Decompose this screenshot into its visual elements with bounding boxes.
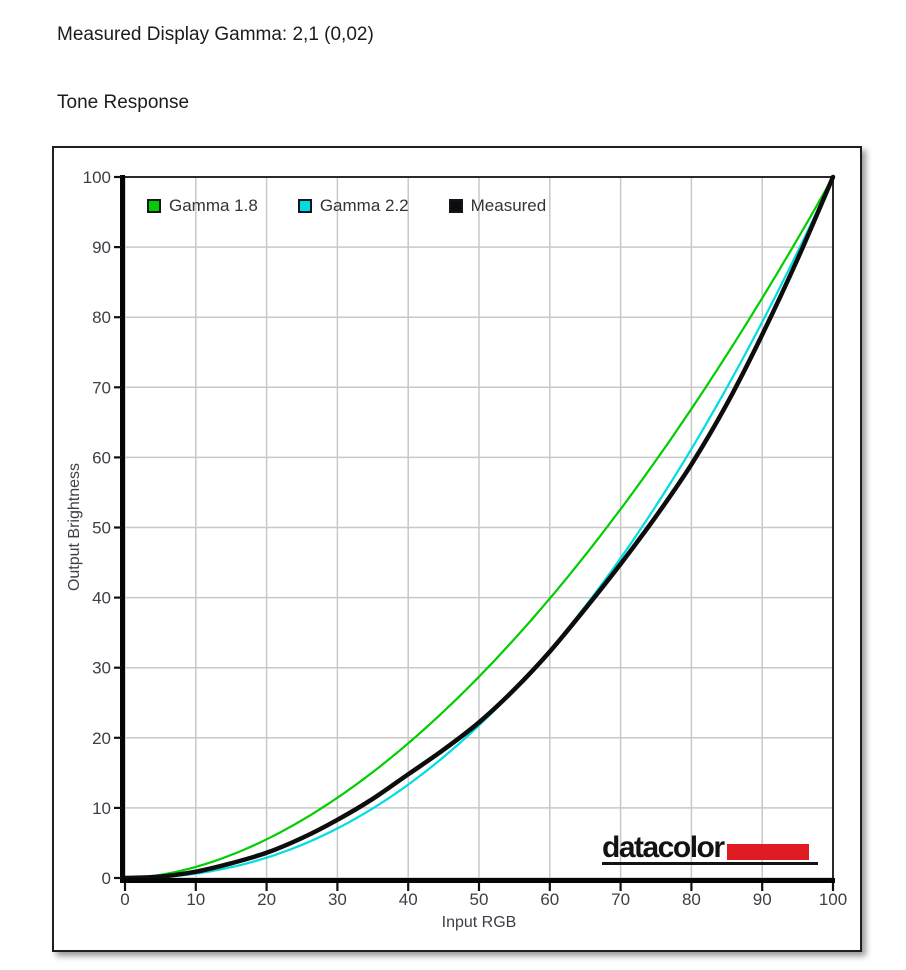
- legend-item-gamma-2.2: Gamma 2.2: [297, 196, 409, 216]
- x-tick-label: 100: [819, 890, 847, 909]
- section-title: Tone Response: [57, 92, 190, 113]
- gamma-1.8-curve: [123, 175, 835, 880]
- legend-label: Gamma 2.2: [319, 196, 409, 215]
- legend-item-gamma-1.8: Gamma 1.8: [147, 196, 258, 216]
- x-tick-label: 60: [540, 890, 559, 909]
- legend-swatch: [147, 199, 161, 213]
- x-tick-label: 50: [470, 890, 489, 909]
- y-tick-label: 70: [92, 378, 111, 397]
- y-tick-label: 0: [102, 869, 111, 888]
- chart-legend: Gamma 1.8 Gamma 2.2 Measured: [147, 196, 546, 216]
- datacolor-logo-text: datacolor: [602, 831, 725, 864]
- y-tick-label: 20: [92, 729, 111, 748]
- measured-curve: [122, 174, 836, 881]
- legend-swatch: [448, 199, 463, 213]
- x-tick-label: 20: [257, 890, 276, 909]
- tone-response-chart: 0 10 20 30 40 50 60 70 80 90 100 0 10 20 30 40 50 60 70 80 9…: [52, 146, 862, 952]
- x-tick-label: 30: [328, 890, 347, 909]
- legend-label: Gamma 1.8: [169, 196, 258, 215]
- y-tick-label: 10: [92, 799, 111, 818]
- x-tick-label: 40: [399, 890, 418, 909]
- chart-canvas: 0 10 20 30 40 50 60 70 80 90 100 0 10 20 30 40 50 60 70 80 9…: [83, 168, 848, 909]
- gamma-2.2-curve: [123, 175, 835, 880]
- y-tick-label: 90: [92, 238, 111, 257]
- y-tick-label: 30: [92, 659, 111, 678]
- x-tick-label: 80: [682, 890, 701, 909]
- y-axis-title: Output Brightness: [66, 462, 83, 592]
- y-tick-label: 80: [92, 308, 111, 327]
- legend-label: Measured: [470, 196, 547, 215]
- datacolor-logo-red-bar: [726, 844, 809, 860]
- y-tick-label: 50: [92, 519, 111, 538]
- legend-item-measured: Measured: [448, 196, 547, 216]
- x-tick-label: 70: [611, 890, 630, 909]
- x-tick-label: 0: [120, 890, 129, 909]
- y-tick-label: 40: [92, 589, 111, 608]
- y-tick-label: 100: [83, 168, 111, 187]
- x-tick-label: 10: [186, 890, 205, 909]
- x-tick-label: 90: [753, 890, 772, 909]
- legend-swatch: [297, 199, 312, 213]
- datacolor-logo: datacolor: [602, 831, 818, 865]
- measured-gamma-text: Measured Display Gamma: 2,1 (0,02): [57, 24, 374, 45]
- y-tick-label: 60: [92, 448, 111, 467]
- x-axis-title: Input RGB: [441, 914, 517, 931]
